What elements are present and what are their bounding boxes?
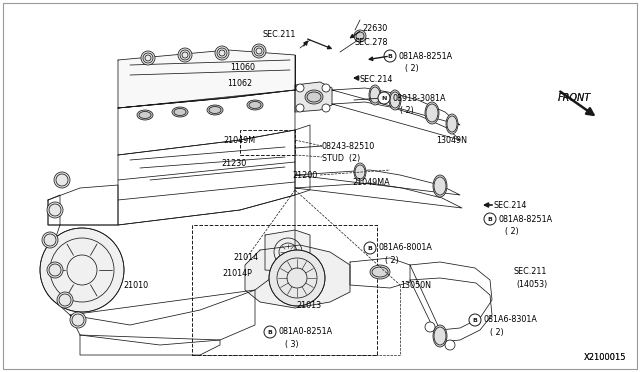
Text: 21049M: 21049M — [223, 135, 255, 144]
Polygon shape — [245, 245, 350, 308]
Text: ( 3): ( 3) — [285, 340, 299, 349]
Text: B: B — [268, 330, 273, 334]
Text: 08243-82510: 08243-82510 — [322, 141, 375, 151]
Text: SEC.211: SEC.211 — [514, 267, 547, 276]
Circle shape — [364, 242, 376, 254]
Circle shape — [296, 104, 304, 112]
Text: B: B — [488, 217, 492, 221]
Bar — [192, 225, 377, 355]
Circle shape — [141, 51, 155, 65]
Text: 08918-3081A: 08918-3081A — [393, 93, 447, 103]
Text: 21014: 21014 — [234, 253, 259, 263]
Ellipse shape — [305, 90, 323, 104]
Text: X2100015: X2100015 — [584, 353, 627, 362]
Ellipse shape — [433, 325, 447, 347]
Polygon shape — [118, 50, 295, 108]
Ellipse shape — [207, 105, 223, 115]
Text: FRONT: FRONT — [558, 93, 591, 103]
Text: 11060: 11060 — [230, 62, 255, 71]
Text: 13049N: 13049N — [436, 135, 467, 144]
Circle shape — [47, 262, 63, 278]
Text: 21013: 21013 — [296, 301, 321, 311]
Circle shape — [42, 232, 58, 248]
Text: N: N — [381, 96, 387, 100]
Circle shape — [469, 314, 481, 326]
Text: SEC.278: SEC.278 — [355, 38, 388, 46]
Text: (14053): (14053) — [516, 279, 547, 289]
Text: 21200: 21200 — [292, 170, 318, 180]
Ellipse shape — [354, 163, 366, 181]
Polygon shape — [295, 82, 332, 112]
Text: 081A8-8251A: 081A8-8251A — [399, 51, 453, 61]
Ellipse shape — [433, 175, 447, 197]
Circle shape — [296, 84, 304, 92]
Text: 081A0-8251A: 081A0-8251A — [279, 327, 333, 337]
Ellipse shape — [370, 265, 390, 279]
Ellipse shape — [425, 102, 439, 124]
Circle shape — [178, 48, 192, 62]
Circle shape — [322, 84, 330, 92]
Text: ( 2): ( 2) — [490, 327, 504, 337]
Text: SEC.211: SEC.211 — [262, 29, 296, 38]
Text: ( 2): ( 2) — [505, 227, 519, 235]
Ellipse shape — [172, 107, 188, 117]
Circle shape — [215, 46, 229, 60]
Text: B: B — [388, 54, 392, 58]
Text: 11062: 11062 — [227, 78, 252, 87]
Text: STUD  (2): STUD (2) — [322, 154, 360, 163]
Ellipse shape — [137, 110, 153, 120]
Circle shape — [264, 326, 276, 338]
Text: 21049MA: 21049MA — [352, 177, 390, 186]
Ellipse shape — [389, 90, 401, 110]
Polygon shape — [265, 230, 310, 272]
Text: ( 2): ( 2) — [385, 256, 399, 264]
Ellipse shape — [369, 85, 381, 105]
Circle shape — [425, 322, 435, 332]
Circle shape — [40, 228, 124, 312]
Text: 22630: 22630 — [362, 23, 387, 32]
Circle shape — [322, 104, 330, 112]
Text: 21010: 21010 — [123, 280, 148, 289]
Text: ( 2): ( 2) — [405, 64, 419, 73]
Text: SEC.214: SEC.214 — [494, 201, 527, 209]
Text: B: B — [472, 317, 477, 323]
Circle shape — [70, 312, 86, 328]
Text: 21014P: 21014P — [222, 269, 252, 278]
Text: SEC.214: SEC.214 — [360, 74, 394, 83]
Circle shape — [378, 92, 390, 104]
Text: 081A6-8301A: 081A6-8301A — [484, 315, 538, 324]
Text: X2100015: X2100015 — [584, 353, 627, 362]
Text: B: B — [367, 246, 372, 250]
Circle shape — [269, 250, 325, 306]
Text: 081A8-8251A: 081A8-8251A — [499, 215, 553, 224]
Circle shape — [47, 202, 63, 218]
Text: 13050N: 13050N — [400, 280, 431, 289]
Text: FRONT: FRONT — [558, 93, 591, 103]
Circle shape — [57, 292, 73, 308]
Ellipse shape — [247, 100, 263, 110]
Ellipse shape — [446, 114, 458, 134]
Text: ( 2): ( 2) — [400, 106, 413, 115]
Text: 21230: 21230 — [221, 158, 247, 167]
Circle shape — [354, 30, 366, 42]
Circle shape — [384, 50, 396, 62]
Bar — [240, 130, 295, 155]
Circle shape — [484, 213, 496, 225]
Circle shape — [445, 340, 455, 350]
Text: 081A6-8001A: 081A6-8001A — [379, 244, 433, 253]
Circle shape — [252, 44, 266, 58]
Circle shape — [54, 172, 70, 188]
